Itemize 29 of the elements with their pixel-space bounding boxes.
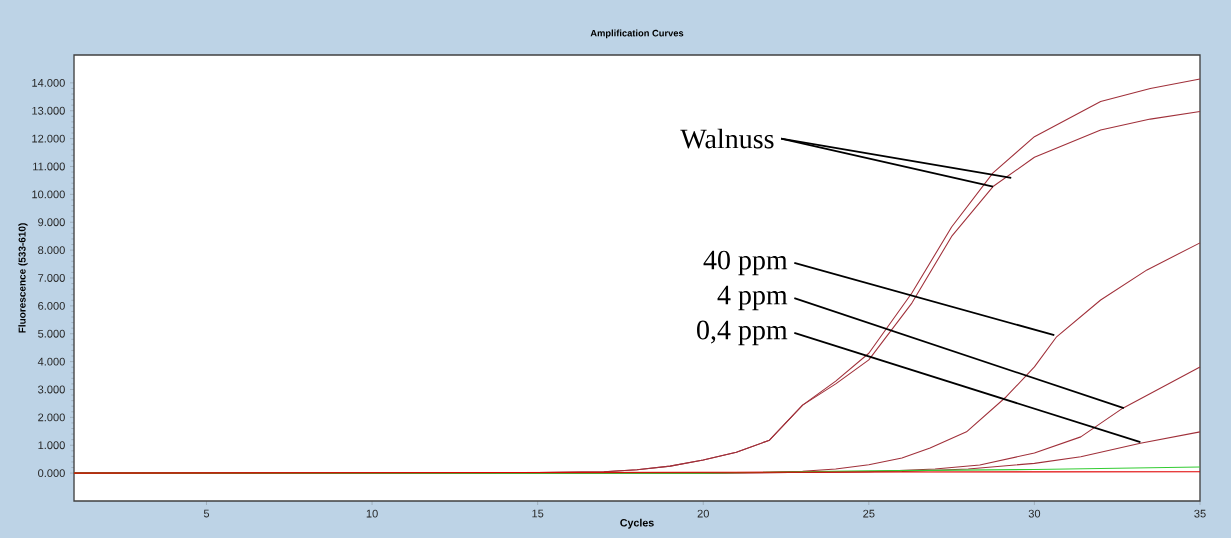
x-tick-label: 5 bbox=[203, 509, 210, 518]
x-tick-label: 20 bbox=[697, 509, 709, 518]
annotation: Walnuss bbox=[680, 128, 774, 149]
x-tick-label: 10 bbox=[366, 509, 378, 518]
y-tick-label: 2.000 bbox=[38, 413, 65, 422]
x-tick-label: 30 bbox=[1028, 509, 1041, 518]
chart-title: Amplification Curves bbox=[590, 29, 684, 39]
y-axis-title: Fluorescence (533-610) bbox=[18, 223, 28, 333]
y-tick-label: 1.000 bbox=[38, 441, 65, 450]
annotation: 4 ppm bbox=[717, 285, 788, 311]
y-tick-label: 13.000 bbox=[32, 106, 65, 115]
x-tick-label: 15 bbox=[532, 509, 544, 518]
y-tick-label: 6.000 bbox=[38, 301, 65, 310]
y-tick-label: 3.000 bbox=[38, 385, 65, 394]
y-tick-label: 12.000 bbox=[32, 134, 65, 143]
y-tick-label: 7.000 bbox=[38, 274, 65, 282]
y-tick-label: 4.000 bbox=[37, 357, 65, 366]
y-tick-label: 11.000 bbox=[33, 162, 65, 171]
x-axis-title: Cycles bbox=[620, 518, 654, 529]
annotation: 0,4 ppm bbox=[697, 320, 788, 346]
y-tick-label: 9.000 bbox=[38, 218, 65, 227]
y-tick-label: 5.000 bbox=[38, 329, 65, 338]
x-tick-label: 35 bbox=[1194, 509, 1206, 518]
y-tick-label: 14.000 bbox=[32, 78, 65, 87]
y-tick-label: 10.000 bbox=[32, 190, 65, 199]
y-tick-label: 0.000 bbox=[38, 469, 65, 478]
annotation: 40 ppm bbox=[703, 250, 788, 276]
x-tick-label: 25 bbox=[863, 509, 875, 518]
y-tick-label: 8.000 bbox=[38, 246, 65, 255]
